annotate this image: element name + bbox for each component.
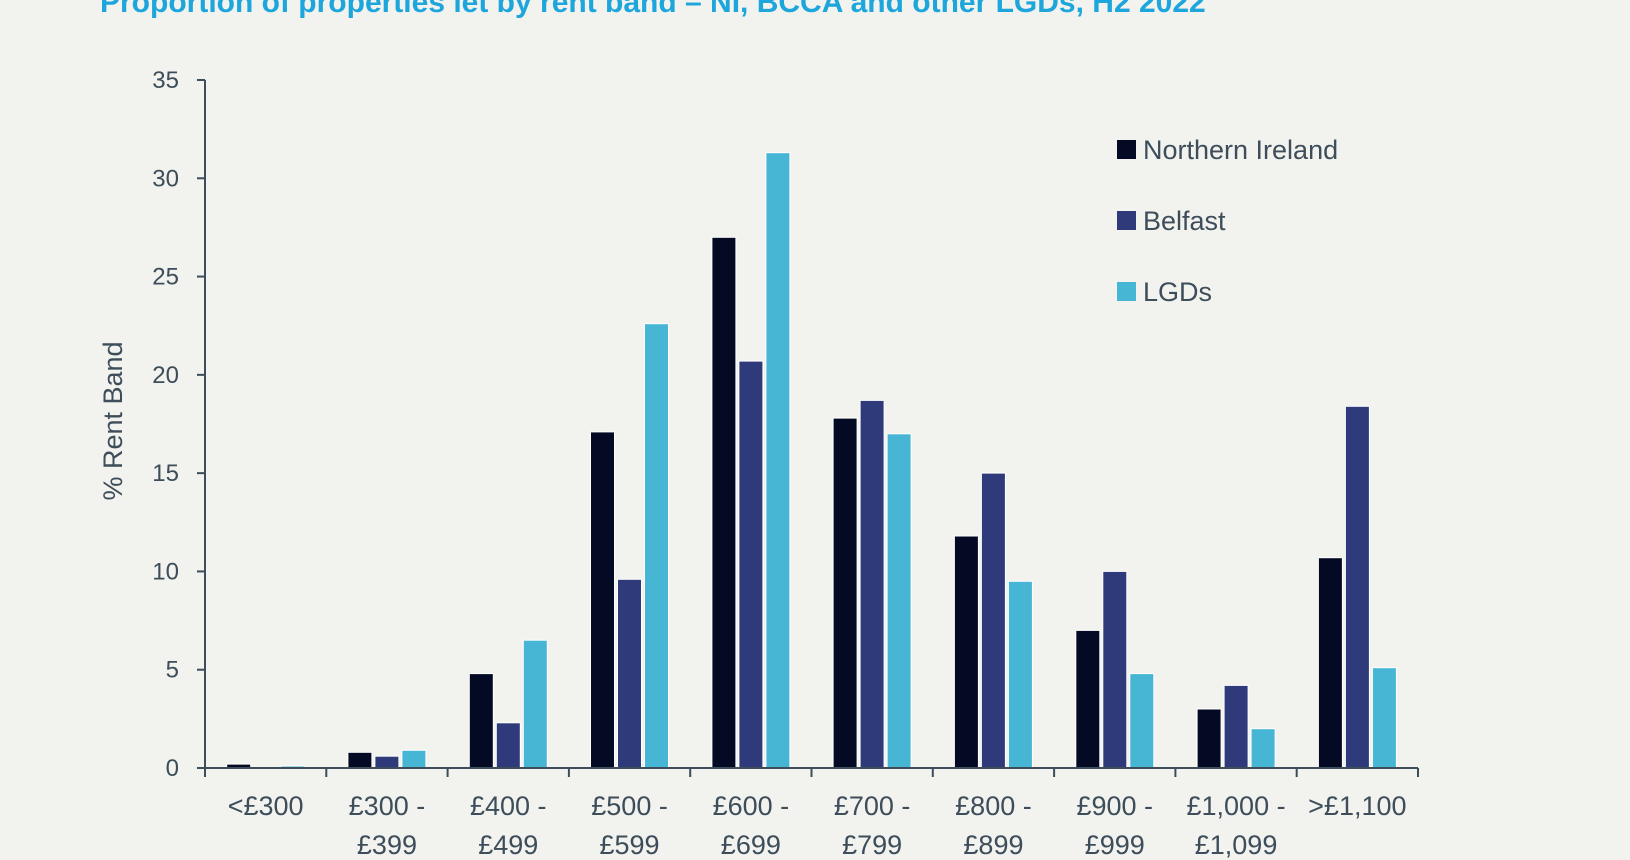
x-tick-label: £400 -£499: [470, 791, 547, 860]
bar: [1075, 629, 1101, 769]
bar: [617, 578, 642, 769]
bar: [738, 360, 764, 769]
x-tick-label: £800 -£899: [955, 791, 1032, 860]
axes-layer: 0 5 10 15 20 25 30 35 <£300 £300 -£399 £400 -£499 £…: [98, 67, 1419, 860]
legend-label: Northern Ireland: [1143, 135, 1338, 165]
y-tick-label: 0: [166, 755, 179, 782]
legend-label: Belfast: [1143, 206, 1226, 236]
bar: [495, 722, 521, 769]
bar: [1371, 667, 1397, 769]
y-tick-label: 35: [152, 67, 179, 94]
bar: [832, 417, 858, 769]
x-tick-label: £600 -£699: [713, 791, 790, 860]
legend-swatch: [1117, 282, 1136, 301]
bar: [1317, 557, 1343, 769]
bar: [374, 755, 400, 769]
y-tick-label: 15: [152, 460, 179, 487]
bar: [522, 639, 548, 769]
bar: [765, 152, 791, 769]
y-tick-label: 30: [152, 165, 179, 192]
x-tick-label: £900 -£999: [1076, 791, 1153, 860]
x-tick-label: <£300: [228, 791, 304, 821]
bar: [347, 751, 373, 769]
bar: [401, 749, 427, 769]
legend: Northern Ireland Belfast LGDs: [1117, 135, 1338, 307]
x-tick-label: £1,000 -£1,099: [1187, 791, 1286, 860]
y-axis-title: % Rent Band: [98, 341, 128, 500]
bar: [1344, 405, 1370, 769]
bar: [1102, 570, 1128, 769]
bar: [711, 236, 737, 769]
bar: [886, 433, 912, 769]
bar: [1129, 673, 1155, 769]
y-tick-label: 5: [166, 657, 179, 684]
bar: [1223, 684, 1249, 769]
bar: [1196, 708, 1222, 769]
x-tick-label: £300 -£399: [349, 791, 426, 860]
legend-label: LGDs: [1143, 277, 1212, 307]
bar: [468, 673, 494, 769]
x-tick-label: £700 -£799: [834, 791, 911, 860]
bars-layer: [226, 152, 1397, 769]
bar: [980, 472, 1006, 769]
y-tick-label: 20: [152, 362, 179, 389]
bar: [859, 399, 885, 769]
bar: [1250, 728, 1276, 769]
bar: [953, 535, 979, 769]
chart-title: Proportion of properties let by rent ban…: [100, 0, 1206, 19]
y-tick-label: 25: [152, 264, 179, 291]
bar: [1007, 580, 1033, 769]
y-tick-label: 10: [152, 558, 179, 585]
bar: [644, 323, 669, 769]
x-tick-label: £500 -£599: [591, 791, 668, 860]
legend-swatch: [1117, 140, 1136, 159]
bar: [590, 431, 615, 769]
x-tick-label: >£1,100: [1308, 791, 1406, 821]
legend-swatch: [1117, 211, 1136, 230]
